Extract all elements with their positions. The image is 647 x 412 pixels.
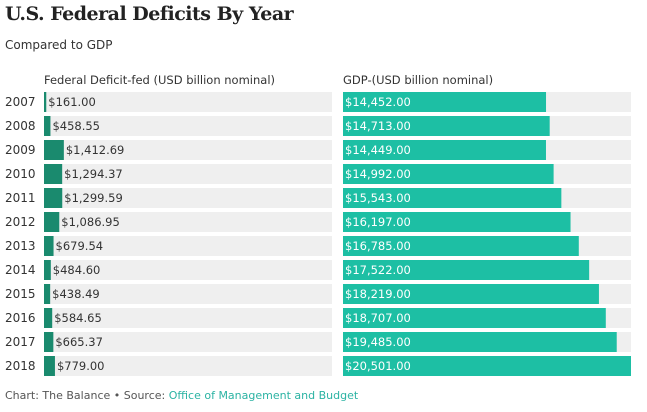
row-background xyxy=(44,332,332,352)
gdp-column-header: GDP-(USD billion nominal) xyxy=(343,73,494,87)
chart-footer: Chart: The Balance • Source: Office of M… xyxy=(5,389,358,402)
row-background xyxy=(44,356,332,376)
gdp-value-label: $15,543.00 xyxy=(345,191,411,205)
deficit-bar xyxy=(44,308,53,328)
deficit-value-label: $1,412.69 xyxy=(66,143,125,157)
deficit-bar xyxy=(44,188,63,208)
gdp-value-label: $16,785.00 xyxy=(345,239,411,253)
deficit-bar xyxy=(44,92,47,112)
deficit-bar xyxy=(44,140,64,160)
deficit-value-label: $484.60 xyxy=(53,263,101,277)
deficit-bar xyxy=(44,236,54,256)
gdp-bar xyxy=(343,308,606,328)
year-label: 2018 xyxy=(5,359,36,373)
year-label: 2012 xyxy=(5,215,36,229)
deficit-bar xyxy=(44,260,51,280)
deficit-bar xyxy=(44,116,51,136)
gdp-bar xyxy=(343,140,546,160)
gdp-value-label: $20,501.00 xyxy=(345,359,411,373)
year-label: 2013 xyxy=(5,239,36,253)
gdp-value-label: $19,485.00 xyxy=(345,335,411,349)
year-label: 2016 xyxy=(5,311,36,325)
gdp-bar xyxy=(343,284,599,304)
row-background xyxy=(44,284,332,304)
deficit-bar xyxy=(44,164,63,184)
gdp-value-label: $14,449.00 xyxy=(345,143,411,157)
row-background xyxy=(44,140,332,160)
gdp-bar xyxy=(343,332,617,352)
gdp-value-label: $18,707.00 xyxy=(345,311,411,325)
row-background xyxy=(44,212,332,232)
gdp-bar xyxy=(343,260,590,280)
row-background xyxy=(44,164,332,184)
gdp-value-label: $17,522.00 xyxy=(345,263,411,277)
year-label: 2007 xyxy=(5,95,36,109)
deficit-value-label: $438.49 xyxy=(52,287,100,301)
deficit-value-label: $1,086.95 xyxy=(61,215,120,229)
deficit-bar xyxy=(44,212,60,232)
row-background xyxy=(44,116,332,136)
deficit-bar xyxy=(44,332,54,352)
deficit-value-label: $458.55 xyxy=(52,119,100,133)
gdp-bar xyxy=(343,164,554,184)
year-label: 2008 xyxy=(5,119,36,133)
gdp-bar xyxy=(343,116,550,136)
year-label: 2014 xyxy=(5,263,36,277)
deficit-value-label: $679.54 xyxy=(56,239,104,253)
gdp-value-label: $14,992.00 xyxy=(345,167,411,181)
year-label: 2017 xyxy=(5,335,36,349)
year-label: 2015 xyxy=(5,287,36,301)
deficit-bar xyxy=(44,356,55,376)
gdp-bar xyxy=(343,212,571,232)
chart-subtitle: Compared to GDP xyxy=(5,38,113,52)
year-label: 2010 xyxy=(5,167,36,181)
chart-title: U.S. Federal Deficits By Year xyxy=(5,3,294,25)
deficit-value-label: $779.00 xyxy=(57,359,105,373)
deficit-bar xyxy=(44,284,51,304)
deficit-value-label: $1,299.59 xyxy=(64,191,123,205)
gdp-value-label: $16,197.00 xyxy=(345,215,411,229)
gdp-value-label: $18,219.00 xyxy=(345,287,411,301)
gdp-bar xyxy=(343,236,579,256)
gdp-bar xyxy=(343,92,547,112)
row-background xyxy=(44,188,332,208)
row-background xyxy=(44,236,332,256)
year-label: 2009 xyxy=(5,143,36,157)
deficit-value-label: $161.00 xyxy=(48,95,96,109)
year-label: 2011 xyxy=(5,191,36,205)
gdp-bar xyxy=(343,188,562,208)
row-background xyxy=(44,260,332,280)
source-link[interactable]: Office of Management and Budget xyxy=(168,389,359,402)
row-background xyxy=(44,92,332,112)
deficit-column-header: Federal Deficit-fed (USD billion nominal… xyxy=(44,73,276,87)
deficit-value-label: $1,294.37 xyxy=(64,167,123,181)
footer-credit: Chart: The Balance • Source: xyxy=(5,389,169,402)
gdp-value-label: $14,713.00 xyxy=(345,119,411,133)
gdp-value-label: $14,452.00 xyxy=(345,95,411,109)
row-background xyxy=(44,308,332,328)
deficit-value-label: $665.37 xyxy=(55,335,103,349)
gdp-bar xyxy=(343,356,631,376)
deficit-value-label: $584.65 xyxy=(54,311,102,325)
